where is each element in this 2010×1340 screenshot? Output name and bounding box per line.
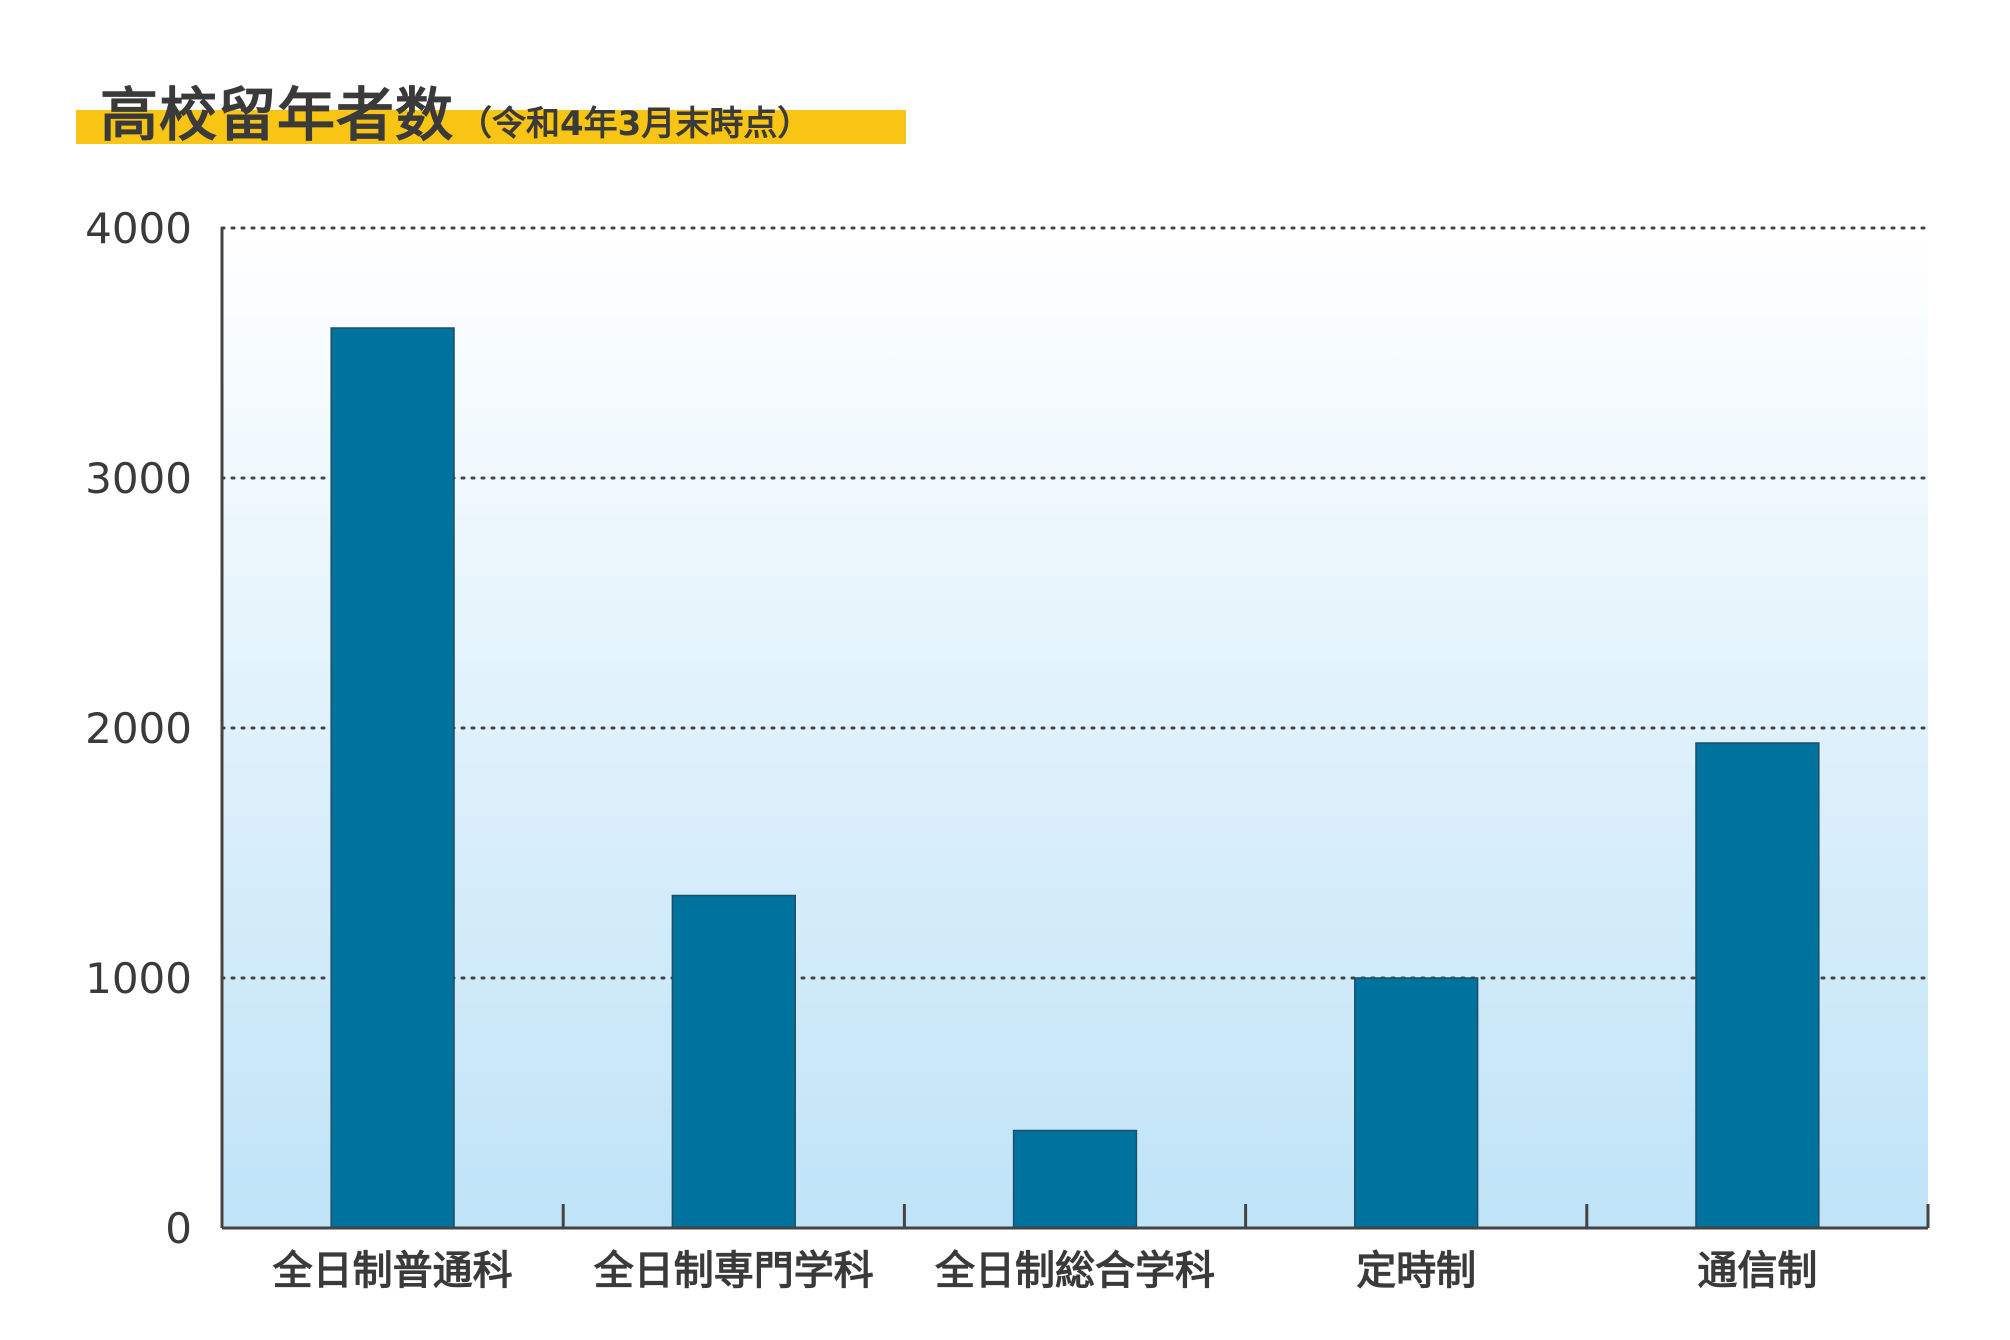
bar — [1695, 742, 1820, 1229]
title-highlight-bar — [76, 110, 906, 144]
x-category-label: 全日制普通科 — [272, 1248, 513, 1294]
title-subtitle: （令和4年3月末時点） — [458, 104, 812, 144]
bar — [1354, 977, 1479, 1229]
x-category-label: 定時制 — [1356, 1248, 1476, 1294]
bar — [1012, 1129, 1138, 1229]
axes — [220, 228, 1930, 1230]
y-tick-labels: 0 1000 2000 3000 4000 — [85, 204, 192, 1253]
y-tick-label: 0 — [165, 1204, 192, 1253]
x-category-label: 通信制 — [1697, 1248, 1817, 1294]
y-tick-label: 3000 — [85, 454, 192, 503]
x-category-label: 全日制専門学科 — [593, 1248, 874, 1294]
y-tick-label: 4000 — [85, 204, 192, 253]
bar — [671, 894, 796, 1229]
x-category-label: 全日制総合学科 — [934, 1248, 1215, 1294]
title-text: 高校留年者数 （令和4年3月末時点） — [100, 68, 811, 152]
x-category-labels: 全日制普通科 全日制専門学科 全日制総合学科 定時制 通信制 — [272, 1248, 1818, 1294]
bars — [330, 327, 1820, 1229]
y-tick-label: 1000 — [85, 954, 192, 1003]
bar — [330, 327, 455, 1229]
y-tick-label: 2000 — [85, 704, 192, 753]
title-main: 高校留年者数 — [100, 81, 455, 149]
chart-title: 高校留年者数 （令和4年3月末時点） — [76, 68, 906, 150]
grid-lines — [220, 226, 1930, 980]
